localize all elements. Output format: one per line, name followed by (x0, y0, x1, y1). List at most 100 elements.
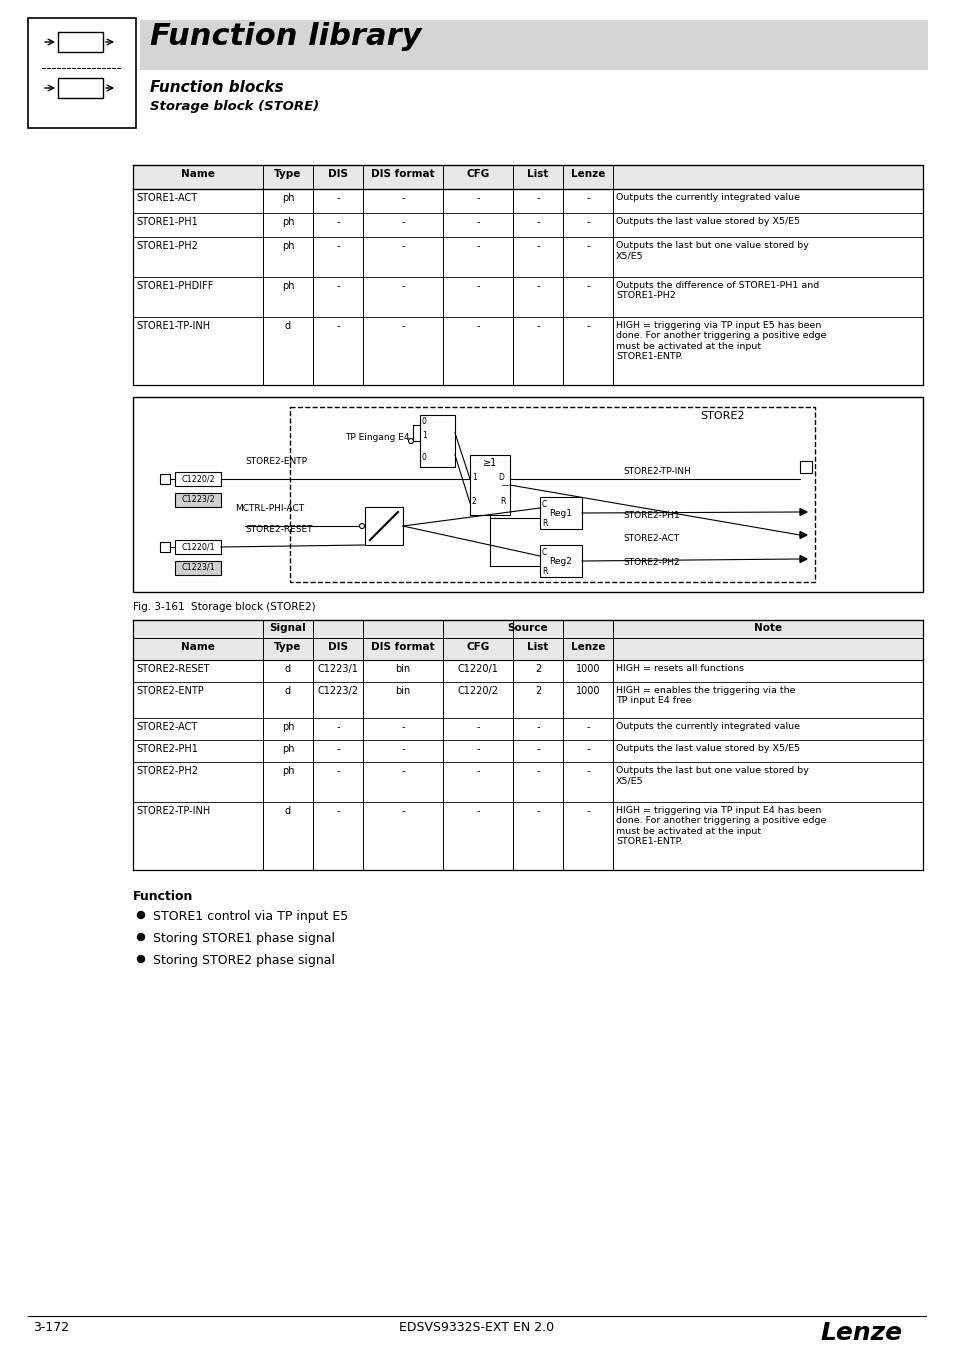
Text: -: - (536, 217, 539, 227)
Text: -: - (335, 281, 339, 292)
Bar (160, 474, 170, 485)
Bar (132, 639, 923, 660)
Text: ph: ph (281, 744, 294, 755)
Text: MCTRL-PHI-ACT: MCTRL-PHI-ACT (234, 504, 304, 513)
Text: -: - (401, 806, 404, 815)
Text: STORE1-TP-INH: STORE1-TP-INH (136, 321, 210, 331)
Text: ph: ph (281, 281, 294, 292)
Circle shape (137, 956, 144, 963)
Text: -: - (476, 321, 479, 331)
Text: -: - (335, 722, 339, 732)
Text: EDSVS9332S-EXT EN 2.0: EDSVS9332S-EXT EN 2.0 (399, 1322, 554, 1334)
Text: Outputs the last value stored by X5/E5: Outputs the last value stored by X5/E5 (616, 217, 800, 225)
Text: Function library: Function library (150, 22, 421, 51)
Text: C1220/1: C1220/1 (457, 664, 497, 674)
Circle shape (408, 439, 413, 444)
Text: -: - (586, 242, 589, 251)
Text: -: - (536, 242, 539, 251)
Text: Fig. 3-161: Fig. 3-161 (132, 602, 185, 612)
Text: Storage block (STORE): Storage block (STORE) (150, 100, 319, 113)
Text: -: - (335, 217, 339, 227)
Text: 1: 1 (421, 431, 426, 440)
Text: List: List (527, 643, 548, 652)
Text: ph: ph (281, 217, 294, 227)
Text: STORE1-PH2: STORE1-PH2 (136, 242, 197, 251)
Text: Function: Function (132, 890, 193, 903)
Bar (132, 620, 923, 639)
Bar (132, 397, 923, 593)
Text: Reg1: Reg1 (549, 509, 572, 517)
Bar (290, 406, 814, 582)
Bar (539, 545, 581, 576)
Text: -: - (586, 765, 589, 776)
Text: -: - (536, 281, 539, 292)
Text: Type: Type (274, 643, 301, 652)
Text: 1000: 1000 (576, 686, 599, 697)
Text: -: - (536, 722, 539, 732)
Circle shape (137, 911, 144, 918)
Text: -: - (335, 321, 339, 331)
Text: R: R (499, 497, 505, 506)
Text: STORE1 control via TP input E5: STORE1 control via TP input E5 (152, 910, 348, 923)
Text: -: - (401, 744, 404, 755)
Text: -: - (476, 806, 479, 815)
Text: -: - (335, 744, 339, 755)
Text: TP Eingang E4: TP Eingang E4 (345, 433, 409, 441)
Bar (174, 472, 221, 486)
Text: -: - (586, 321, 589, 331)
Bar (539, 497, 581, 529)
Text: -: - (536, 193, 539, 202)
Text: C: C (541, 548, 547, 558)
Text: ph: ph (281, 242, 294, 251)
Bar (28, 18, 136, 128)
Bar (174, 562, 221, 575)
Text: DIS format: DIS format (371, 169, 435, 180)
Text: -: - (536, 744, 539, 755)
Text: Outputs the last but one value stored by
X5/E5: Outputs the last but one value stored by… (616, 242, 808, 261)
Bar (140, 20, 927, 70)
Text: Lenze: Lenze (570, 169, 604, 180)
Text: -: - (476, 217, 479, 227)
Text: ph: ph (281, 193, 294, 202)
Text: STORE2-RESET: STORE2-RESET (136, 664, 210, 674)
Text: STORE1-ACT: STORE1-ACT (136, 193, 197, 202)
Text: STORE2-TP-INH: STORE2-TP-INH (136, 806, 210, 815)
Text: -: - (586, 193, 589, 202)
Bar (470, 455, 510, 514)
Text: -: - (335, 806, 339, 815)
Text: C1220/2: C1220/2 (457, 686, 498, 697)
Bar (160, 541, 170, 552)
Text: Lenze: Lenze (820, 1322, 902, 1345)
Text: -: - (476, 722, 479, 732)
Text: -: - (586, 722, 589, 732)
Text: 3-172: 3-172 (33, 1322, 69, 1334)
Text: ≥1: ≥1 (482, 458, 497, 468)
Bar (365, 508, 402, 545)
Text: -: - (335, 242, 339, 251)
Text: -: - (536, 765, 539, 776)
Text: -: - (536, 321, 539, 331)
Text: CFG: CFG (466, 643, 489, 652)
Text: Storing STORE2 phase signal: Storing STORE2 phase signal (152, 954, 335, 967)
Polygon shape (800, 509, 806, 516)
Text: 0: 0 (421, 417, 426, 427)
Polygon shape (800, 532, 806, 539)
Text: Storing STORE1 phase signal: Storing STORE1 phase signal (152, 931, 335, 945)
Text: Name: Name (181, 169, 214, 180)
Circle shape (359, 524, 364, 528)
Text: d: d (285, 664, 291, 674)
Text: STORE1-PH1: STORE1-PH1 (136, 217, 197, 227)
Text: Reg2: Reg2 (549, 556, 572, 566)
Text: ph: ph (281, 722, 294, 732)
Text: -: - (476, 281, 479, 292)
Circle shape (137, 933, 144, 941)
Text: -: - (586, 217, 589, 227)
Text: -: - (401, 321, 404, 331)
Text: -: - (401, 281, 404, 292)
Text: STORE2-PH2: STORE2-PH2 (622, 558, 679, 567)
Text: -: - (586, 281, 589, 292)
Text: DIS: DIS (328, 169, 348, 180)
Bar (419, 414, 455, 467)
Text: -: - (586, 744, 589, 755)
Text: 2: 2 (472, 497, 476, 506)
